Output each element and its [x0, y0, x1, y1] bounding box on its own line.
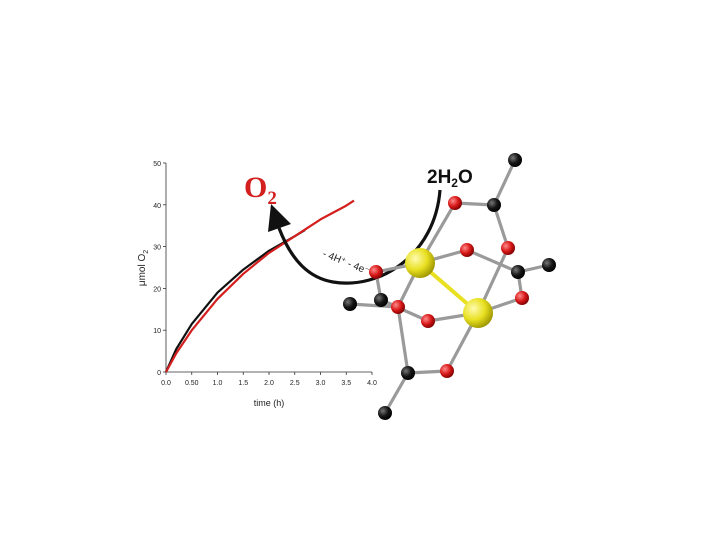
y-axis-label: μmol O2: [137, 250, 150, 286]
reaction-arrowhead: [268, 204, 291, 232]
x-axis-label: time (h): [254, 398, 285, 408]
product-o2-sub: 2: [267, 188, 277, 209]
carbon-atom: [401, 366, 415, 380]
reaction-arrow: [277, 189, 442, 285]
reactant-water-tail: O: [458, 167, 473, 188]
arrow-label: - 4H⁺ - 4e⁻: [321, 249, 371, 278]
metal-atoms: [405, 248, 493, 328]
oxygen-atom: [448, 196, 462, 210]
product-o2-label: O2: [244, 171, 277, 209]
reaction-scheme: O2 2H2O - 4H⁺ - 4e⁻: [244, 167, 473, 285]
y-axis-label-sub: 2: [143, 250, 150, 254]
oxygen-evolution-chart: 0 10 20 30 40 50 0.0 0.50 1.0 1.5 2.0 2.5 3.0 3.5 4.0…: [137, 161, 377, 408]
series-line-2: [165, 199, 355, 373]
carbon-atom: [508, 153, 522, 167]
metal-atom: [463, 298, 493, 328]
x-ticks: 0.0 0.50 1.0 1.5 2.0 2.5 3.0 3.5 4.0: [161, 372, 377, 387]
carbon-atom: [511, 265, 525, 279]
x-tick-label: 0.50: [185, 380, 199, 387]
oxygen-atoms: [369, 196, 529, 378]
oxygen-atom: [440, 364, 454, 378]
x-tick-label: 2.0: [264, 380, 274, 387]
carbon-atom: [374, 293, 388, 307]
y-tick-label: 0: [157, 370, 161, 377]
x-tick-label: 4.0: [367, 380, 377, 387]
carbon-atoms: [343, 153, 556, 420]
oxygen-atom: [391, 300, 405, 314]
oxygen-atom: [421, 314, 435, 328]
metal-atom: [405, 248, 435, 278]
reactant-water-main: 2H: [427, 167, 451, 188]
y-tick-label: 40: [153, 203, 161, 210]
x-tick-label: 1.5: [238, 380, 248, 387]
x-tick-label: 3.0: [316, 380, 326, 387]
series-line-1: [164, 228, 306, 373]
carbon-atom: [487, 198, 501, 212]
y-tick-label: 20: [153, 286, 161, 293]
product-o2-main: O: [244, 171, 267, 204]
y-axis-label-main: μmol O: [137, 254, 148, 287]
x-tick-label: 0.0: [161, 380, 171, 387]
x-tick-label: 1.0: [213, 380, 223, 387]
oxygen-atom: [501, 241, 515, 255]
oxygen-atom: [460, 243, 474, 257]
reactant-water-label: 2H2O: [427, 167, 473, 190]
y-ticks: 0 10 20 30 40 50: [153, 161, 166, 377]
carbon-atom: [542, 258, 556, 272]
reactant-water-sub: 2: [451, 176, 458, 190]
series-layer: [164, 199, 355, 373]
x-tick-label: 3.5: [341, 380, 351, 387]
carbon-atom: [378, 406, 392, 420]
oxygen-atom: [369, 265, 383, 279]
oxygen-atom: [515, 291, 529, 305]
y-tick-label: 50: [153, 161, 161, 168]
y-tick-label: 30: [153, 245, 161, 252]
molecule-model: [343, 153, 556, 420]
y-tick-label: 10: [153, 328, 161, 335]
carbon-atom: [343, 297, 357, 311]
x-tick-label: 2.5: [290, 380, 300, 387]
